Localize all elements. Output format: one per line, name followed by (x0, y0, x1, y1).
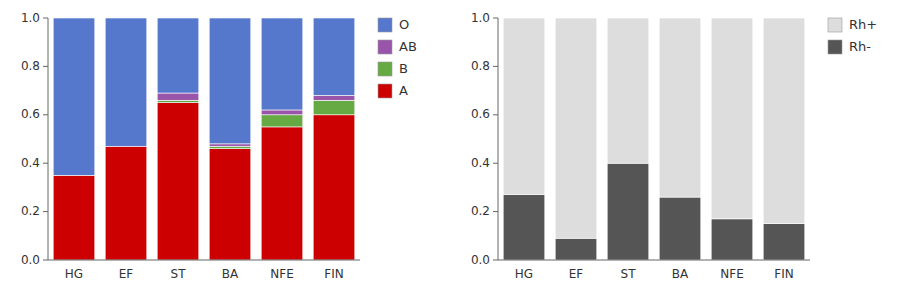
bars (53, 18, 355, 260)
x-axis: HG EF ST BA NFE FIN (515, 267, 794, 281)
x-axis: HG EF ST BA NFE FIN (65, 267, 344, 281)
bar-segment (261, 110, 303, 115)
y-tick (43, 260, 48, 261)
x-tick-label: FIN (324, 267, 343, 281)
bar-segment (209, 146, 251, 148)
y-tick (493, 114, 498, 115)
y-tick (43, 66, 48, 67)
y-tick-label: 0.2 (471, 204, 490, 218)
x-tick-label: HG (515, 267, 533, 281)
x-axis-line (498, 260, 810, 261)
legend-label: Rh- (849, 39, 871, 54)
y-tick-label: 0.0 (471, 253, 490, 267)
chart-panel: 0.0 0.2 0.4 0.6 0.8 1.0 HG EF ST BA NFE FIN O AB BA (21, 11, 417, 282)
bar-segment (711, 18, 753, 219)
bar-segment (209, 144, 251, 146)
legend-swatch (378, 84, 392, 98)
legend-swatch (828, 40, 842, 54)
y-tick-label: 1.0 (21, 11, 40, 25)
y-axis: 0.0 0.2 0.4 0.6 0.8 1.0 (21, 11, 48, 267)
bar-segment (503, 195, 545, 260)
y-tick (493, 211, 498, 212)
bar-segment (157, 103, 199, 260)
y-axis: 0.0 0.2 0.4 0.6 0.8 1.0 (471, 11, 498, 267)
x-tick-label: EF (119, 267, 134, 281)
bar-segment (261, 18, 303, 110)
bar-segment (209, 149, 251, 260)
y-tick (493, 18, 498, 19)
legend-swatch (378, 62, 392, 76)
bar-segment (607, 18, 649, 163)
bar-segment (157, 100, 199, 102)
x-tick-label: NFE (720, 267, 743, 281)
legend-swatch (828, 18, 842, 32)
legend-label: A (399, 83, 408, 98)
x-tick-label: ST (621, 267, 637, 281)
legend-label: O (399, 17, 409, 32)
legend-label: B (399, 61, 408, 76)
x-tick-label: HG (65, 267, 83, 281)
bar-segment (313, 115, 355, 260)
bar-segment (763, 18, 805, 224)
y-tick (43, 163, 48, 164)
y-tick-label: 0.8 (21, 59, 40, 73)
y-axis-line (48, 18, 49, 260)
bar-segment (503, 18, 545, 195)
x-tick-label: ST (171, 267, 187, 281)
bar-segment (313, 100, 355, 115)
y-tick-label: 0.2 (21, 204, 40, 218)
bar-segment (711, 219, 753, 260)
bar-segment (555, 238, 597, 260)
bar-segment (659, 18, 701, 197)
x-tick-label: BA (672, 267, 689, 281)
bar-segment (53, 18, 95, 175)
bar-segment (105, 18, 147, 146)
bar-segment (261, 115, 303, 127)
y-tick (43, 18, 48, 19)
x-tick-label: EF (569, 267, 584, 281)
bar-segment (261, 127, 303, 260)
y-tick (493, 163, 498, 164)
y-axis-line (498, 18, 499, 260)
bar-segment (157, 18, 199, 93)
bar-segment (157, 93, 199, 100)
bar-segment (209, 18, 251, 144)
bar-segment (763, 224, 805, 260)
legend-swatch (378, 40, 392, 54)
y-tick-label: 0.0 (21, 253, 40, 267)
y-tick-label: 0.8 (471, 59, 490, 73)
chart-panel: 0.0 0.2 0.4 0.6 0.8 1.0 HG EF ST BA NFE FIN Rh+ Rh- (471, 11, 877, 282)
y-tick (43, 114, 48, 115)
y-tick (43, 211, 48, 212)
y-tick-label: 0.6 (471, 107, 490, 121)
legend: O AB BA (378, 17, 417, 99)
bar-segment (313, 95, 355, 100)
x-tick-label: FIN (774, 267, 793, 281)
chart-canvas: 0.00.20.40.60.81.0HGEFSTBANFEFINOABBA0.0… (0, 0, 900, 300)
bar-segment (555, 18, 597, 238)
bar-segment (53, 175, 95, 260)
legend-label: Rh+ (849, 17, 877, 32)
x-axis-line (48, 260, 360, 261)
y-tick (493, 260, 498, 261)
y-tick-label: 1.0 (471, 11, 490, 25)
y-tick-label: 0.4 (21, 156, 40, 170)
bar-segment (659, 197, 701, 260)
x-tick-label: BA (222, 267, 239, 281)
bar-segment (105, 146, 147, 260)
y-tick-label: 0.4 (471, 156, 490, 170)
y-tick-label: 0.6 (21, 107, 40, 121)
legend-swatch (378, 18, 392, 32)
bars (503, 18, 805, 260)
bar-segment (313, 18, 355, 95)
legend: Rh+ Rh- (828, 17, 877, 55)
x-tick-label: NFE (270, 267, 293, 281)
y-tick (493, 66, 498, 67)
bar-segment (607, 163, 649, 260)
legend-label: AB (399, 39, 417, 54)
